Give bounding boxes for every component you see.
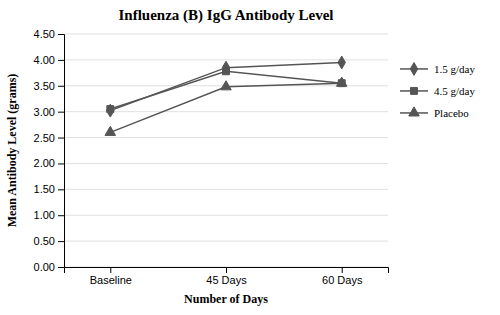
grid-line: [64, 163, 388, 164]
tick: 3.00: [34, 106, 64, 118]
tick-mark: [58, 34, 64, 35]
tick-label: 60 Days: [322, 274, 363, 286]
tick: 4.00: [34, 54, 64, 66]
point: [222, 61, 229, 74]
y-axis-title: Mean Antibody Level (grams): [5, 74, 19, 228]
legend-swatch: [409, 107, 420, 116]
tick: Baseline: [90, 267, 132, 286]
tick: 60 Days: [322, 267, 363, 286]
tick: 45 Days: [206, 267, 247, 286]
point: [105, 126, 116, 135]
x-axis-title: Number of Days: [184, 292, 268, 306]
point: [107, 106, 114, 113]
tick-label: 2.00: [34, 157, 55, 169]
tick: 3.50: [34, 80, 64, 92]
point: [338, 56, 345, 69]
point: [223, 68, 230, 75]
tick: 0.50: [34, 235, 64, 247]
tick-mark: [226, 267, 227, 273]
tick-label: 4.50: [34, 28, 55, 40]
legend: 1.5 g/day 4.5 g/day Placebo: [400, 63, 475, 119]
y-axis: 0.00 0.50 1.00 1.50 2.00 2.50 3.00 3.50 4.00 4.50: [34, 28, 65, 273]
tick-mark: [342, 267, 343, 273]
tick-mark: [58, 267, 64, 268]
tick-label: 1.00: [34, 209, 55, 221]
tick-mark: [58, 60, 64, 61]
point: [107, 104, 114, 117]
grid-line: [64, 215, 388, 216]
axis-line: [58, 35, 65, 268]
legend-swatch: [411, 87, 418, 94]
legend-label: 4.5 g/day: [434, 85, 475, 97]
tick: 1.50: [34, 183, 64, 195]
point: [221, 81, 232, 90]
tick-mark: [58, 138, 64, 139]
tick-label: 45 Days: [206, 274, 247, 286]
tick-label: 1.50: [34, 183, 55, 195]
tick: 1.00: [34, 209, 64, 221]
series: [105, 77, 347, 135]
legend-item: 4.5 g/day: [400, 85, 475, 97]
line: [110, 83, 341, 132]
tick-label: 3.50: [34, 80, 55, 92]
legend-item: Placebo: [400, 107, 469, 119]
line: [110, 71, 341, 109]
tick: 2.00: [34, 157, 64, 169]
tick-label: 2.50: [34, 132, 55, 144]
series: [107, 56, 346, 117]
tick-label: 3.00: [34, 106, 55, 118]
line: [110, 62, 341, 110]
tick-mark: [58, 163, 64, 164]
tick: 0.00: [34, 261, 64, 273]
tick: 4.50: [34, 28, 64, 40]
tick-mark: [58, 112, 64, 113]
legend-label: 1.5 g/day: [434, 63, 475, 75]
grid-line: [64, 34, 388, 35]
data: [105, 56, 347, 135]
tick: 2.50: [34, 132, 64, 144]
tick-label: 0.00: [34, 261, 55, 273]
tick-label: 4.00: [34, 54, 55, 66]
legend-label: Placebo: [434, 107, 469, 119]
grid: [64, 34, 388, 267]
tick-mark: [110, 267, 111, 273]
legend-swatch: [410, 63, 417, 76]
tick-mark: [58, 86, 64, 87]
tick-mark: [58, 189, 64, 190]
legend-item: 1.5 g/day: [400, 63, 475, 76]
chart: Baseline 45 Days 60 Days 0.00 0.50 1.00 1.50 2.…: [0, 0, 500, 315]
tick-label: Baseline: [90, 274, 132, 286]
tick-mark: [58, 241, 64, 242]
tick-label: 0.50: [34, 235, 55, 247]
series: [107, 68, 345, 113]
point: [336, 77, 347, 86]
grid-line: [64, 241, 388, 242]
tick-mark: [58, 215, 64, 216]
title: Influenza (B) IgG Antibody Level: [118, 7, 333, 24]
grid-line: [64, 189, 388, 190]
axis-line: [65, 268, 389, 274]
x-axis: Baseline 45 Days 60 Days: [65, 267, 389, 286]
plot-area: Baseline 45 Days 60 Days 0.00 0.50 1.00 1.50 2.…: [34, 28, 389, 286]
grid-line: [64, 137, 388, 138]
